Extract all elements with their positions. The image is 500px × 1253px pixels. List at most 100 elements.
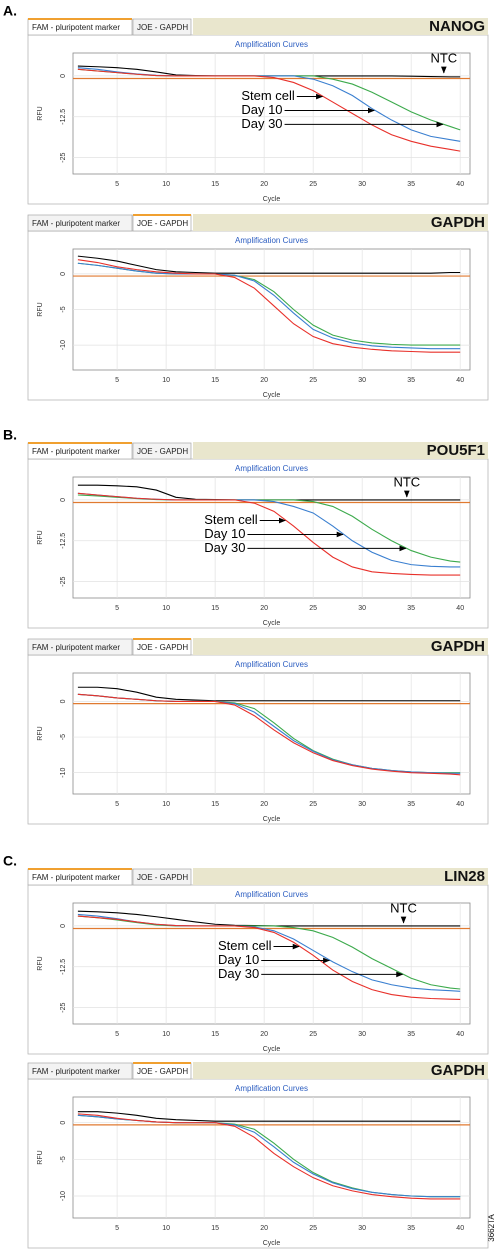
x-tick-label: 25 — [309, 377, 317, 384]
x-axis-label: Cycle — [263, 816, 281, 823]
x-tick-label: 10 — [162, 377, 170, 384]
curve — [77, 915, 461, 990]
curve-label: Day 10 — [241, 102, 282, 117]
gene-label: GAPDH — [431, 214, 485, 231]
gene-band — [193, 1062, 488, 1079]
x-tick-label: 15 — [211, 1031, 219, 1038]
x-tick-label: 40 — [456, 605, 464, 612]
x-tick-label: 20 — [260, 377, 268, 384]
curve-label: Day 10 — [204, 526, 245, 541]
y-tick-label: -10 — [60, 767, 67, 777]
x-tick-label: 10 — [162, 1031, 170, 1038]
gene-band — [193, 442, 488, 459]
curve — [77, 492, 461, 576]
x-tick-label: 30 — [358, 1031, 366, 1038]
ntc-label: NTC — [430, 50, 457, 65]
x-axis-label: Cycle — [263, 620, 281, 627]
panel-label: C. — [3, 853, 17, 869]
y-axis-label: RFU — [37, 302, 44, 316]
chart-title: Amplification Curves — [235, 1084, 308, 1093]
curve-label: Stem cell — [218, 938, 272, 953]
tab — [132, 18, 192, 36]
x-axis-label: Cycle — [263, 392, 281, 399]
x-tick-label: 35 — [407, 605, 415, 612]
x-tick-label: 5 — [115, 1031, 119, 1038]
tab-label: FAM - pluripotent marker — [32, 219, 120, 228]
tab-label: FAM - pluripotent marker — [32, 23, 120, 32]
gene-label: POU5F1 — [427, 442, 485, 459]
curve — [77, 693, 461, 776]
x-tick-label: 10 — [162, 1225, 170, 1232]
y-tick-label: 0 — [60, 74, 67, 78]
x-tick-label: 30 — [358, 181, 366, 188]
x-tick-label: 40 — [456, 377, 464, 384]
y-tick-label: -12.5 — [60, 109, 67, 125]
x-tick-label: 20 — [260, 181, 268, 188]
x-tick-label: 20 — [260, 1031, 268, 1038]
x-tick-label: 5 — [115, 605, 119, 612]
tab-label: FAM - pluripotent marker — [32, 643, 120, 652]
x-tick-label: 20 — [260, 1225, 268, 1232]
tab — [132, 868, 192, 886]
chart-title: Amplification Curves — [235, 890, 308, 899]
x-tick-label: 25 — [309, 1031, 317, 1038]
plot-area — [72, 476, 471, 599]
y-tick-label: -5 — [60, 1156, 67, 1162]
y-tick-label: -5 — [60, 306, 67, 312]
tab-label: JOE - GAPDH — [137, 219, 188, 228]
curve — [77, 262, 461, 350]
x-tick-label: 30 — [358, 377, 366, 384]
x-tick-label: 30 — [358, 605, 366, 612]
x-tick-label: 35 — [407, 1225, 415, 1232]
ntc-label: NTC — [390, 900, 417, 915]
y-tick-label: -10 — [60, 1191, 67, 1201]
x-tick-label: 20 — [260, 605, 268, 612]
tab-label: JOE - GAPDH — [137, 1067, 188, 1076]
y-tick-label: 0 — [60, 272, 67, 276]
x-tick-label: 35 — [407, 801, 415, 808]
x-tick-label: 35 — [407, 377, 415, 384]
curve — [77, 686, 461, 702]
x-tick-label: 5 — [115, 801, 119, 808]
y-tick-label: -5 — [60, 734, 67, 740]
x-tick-label: 25 — [309, 605, 317, 612]
gene-label: GAPDH — [431, 1062, 485, 1079]
curve — [77, 1111, 461, 1122]
y-tick-label: 0 — [60, 699, 67, 703]
curve-label: Day 30 — [218, 966, 259, 981]
panel-label: B. — [3, 427, 17, 443]
x-tick-label: 20 — [260, 801, 268, 808]
ntc-label: NTC — [393, 474, 420, 489]
x-tick-label: 15 — [211, 1225, 219, 1232]
x-tick-label: 10 — [162, 801, 170, 808]
x-tick-label: 5 — [115, 377, 119, 384]
x-tick-label: 10 — [162, 181, 170, 188]
x-tick-label: 40 — [456, 801, 464, 808]
y-axis-label: RFU — [37, 530, 44, 544]
y-tick-label: -12.5 — [60, 533, 67, 549]
gene-band — [193, 868, 488, 885]
x-axis-label: Cycle — [263, 1046, 281, 1053]
x-tick-label: 35 — [407, 181, 415, 188]
curve-label: Day 10 — [218, 952, 259, 967]
y-tick-label: 0 — [60, 498, 67, 502]
y-axis-label: RFU — [37, 956, 44, 970]
tab-label: JOE - GAPDH — [137, 447, 188, 456]
tab-label: JOE - GAPDH — [137, 23, 188, 32]
tab-label: FAM - pluripotent marker — [32, 873, 120, 882]
x-tick-label: 10 — [162, 605, 170, 612]
y-tick-label: 0 — [60, 1121, 67, 1125]
x-tick-label: 5 — [115, 1225, 119, 1232]
x-tick-label: 35 — [407, 1031, 415, 1038]
curve-label: Day 30 — [241, 116, 282, 131]
x-tick-label: 25 — [309, 1225, 317, 1232]
y-tick-label: -10 — [60, 340, 67, 350]
y-axis-label: RFU — [37, 726, 44, 740]
tab-label: FAM - pluripotent marker — [32, 447, 120, 456]
y-tick-label: -25 — [60, 152, 67, 162]
curve-label: Day 30 — [204, 540, 245, 555]
y-tick-label: -25 — [60, 1002, 67, 1012]
tab — [27, 638, 133, 656]
chart-title: Amplification Curves — [235, 660, 308, 669]
